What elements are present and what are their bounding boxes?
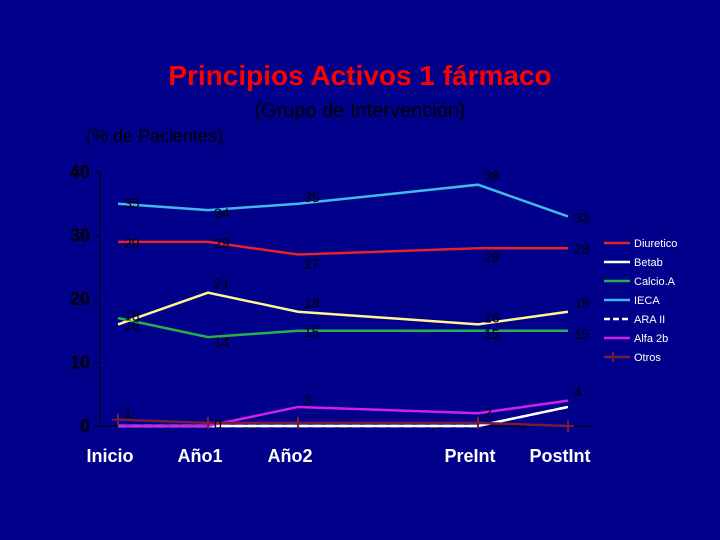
data-label: 15 xyxy=(304,324,320,340)
data-label: 35 xyxy=(304,189,320,205)
data-label: 27 xyxy=(304,256,320,272)
data-label: 15 xyxy=(574,326,590,342)
data-label: 18 xyxy=(124,307,140,323)
data-label: 28 xyxy=(484,249,500,265)
data-label: 16 xyxy=(484,309,500,325)
x-tick-label: Año1 xyxy=(178,446,223,466)
y-tick-label: 30 xyxy=(70,226,90,246)
legend-entry: Alfa 2b xyxy=(634,333,668,345)
data-label: 21 xyxy=(214,276,230,292)
data-label: 0 xyxy=(214,416,222,432)
data-label: 18 xyxy=(574,295,590,311)
legend-entry: Betab xyxy=(634,257,663,269)
data-label: 29 xyxy=(124,235,140,251)
legend-entry: Diuretico xyxy=(634,238,677,250)
series-line-calcio-a xyxy=(117,316,568,339)
data-label: 28 xyxy=(574,241,590,257)
chart-title: Principios Activos 1 fármaco xyxy=(168,60,552,91)
x-tick-label: PreInt xyxy=(444,446,495,466)
y-tick-label: 20 xyxy=(70,289,90,309)
data-label: 34 xyxy=(214,205,230,221)
series-line-extra xyxy=(117,291,569,326)
data-label: 33 xyxy=(574,209,590,225)
series-line-diuretico xyxy=(118,240,568,256)
data-label: 4 xyxy=(574,384,582,400)
data-label: 15 xyxy=(484,326,500,342)
chart-subtitle: (Grupo de Intervención) xyxy=(254,100,466,122)
y-tick-label: 40 xyxy=(70,162,90,182)
legend-entry: Otros xyxy=(634,352,661,364)
data-label: 18 xyxy=(304,295,320,311)
y-tick-label: 10 xyxy=(70,353,90,373)
data-label: 38 xyxy=(484,168,500,184)
data-label: 35 xyxy=(124,195,140,211)
series-line-alfa-2b xyxy=(118,399,569,428)
data-label: 2 xyxy=(484,404,492,420)
legend-entry: IECA xyxy=(634,295,660,307)
y-axis-label: (% de Pacientes) xyxy=(86,126,224,146)
data-label: 14 xyxy=(214,334,230,350)
legend-entry: Calcio.A xyxy=(634,276,676,288)
data-label: 3 xyxy=(304,392,312,408)
x-tick-label: Inicio xyxy=(86,446,133,466)
series-line-ieca xyxy=(117,183,569,218)
data-label: 1 xyxy=(124,405,132,421)
y-tick-label: 0 xyxy=(80,416,90,436)
legend-entry: ARA II xyxy=(634,314,665,326)
x-tick-label: PostInt xyxy=(530,446,591,466)
x-tick-label: Año2 xyxy=(268,446,313,466)
data-label: 29 xyxy=(214,235,230,251)
